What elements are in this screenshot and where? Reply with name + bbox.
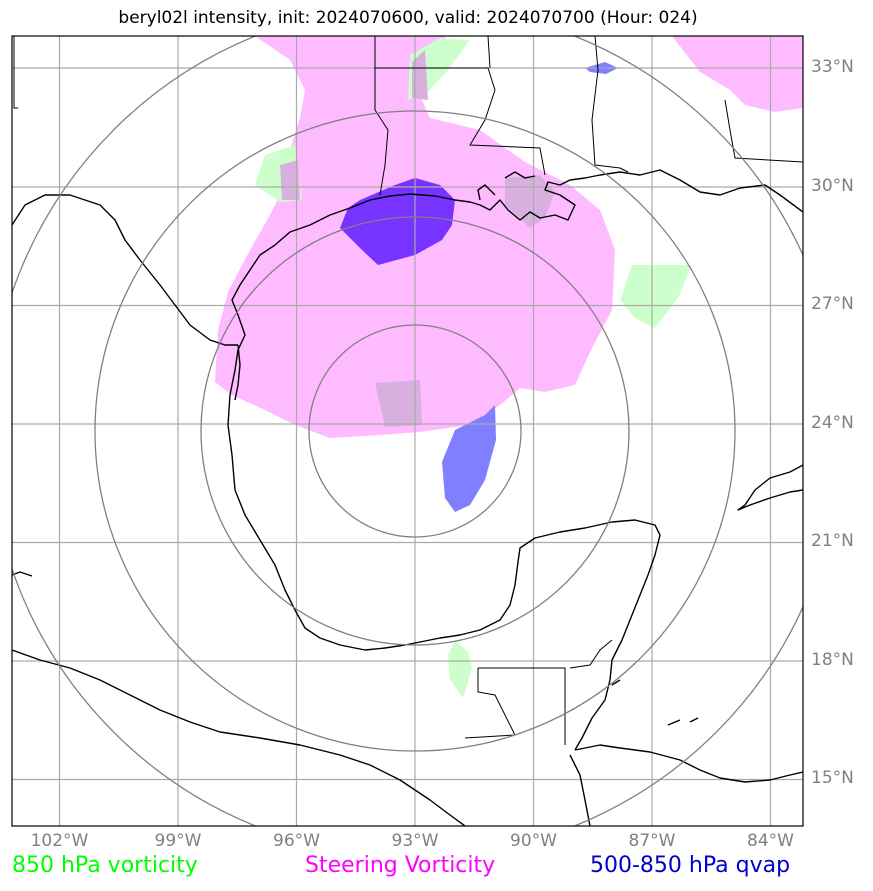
map-title: beryl02l intensity, init: 2024070600, va… <box>118 8 698 28</box>
lat-tick-label: 33°N <box>811 57 854 77</box>
lon-tick-label: 96°W <box>273 831 320 851</box>
lat-tick-label: 27°N <box>811 294 854 314</box>
distance-rings <box>12 36 803 826</box>
graticule <box>12 36 803 826</box>
lon-tick-label: 102°W <box>30 831 89 851</box>
lon-tick-label: 93°W <box>391 831 439 851</box>
lon-tick-label: 87°W <box>628 831 676 851</box>
lat-tick-label: 30°N <box>811 176 854 196</box>
lon-tick-label: 99°W <box>154 831 202 851</box>
coastlines <box>12 169 803 826</box>
lat-tick-label: 18°N <box>811 650 854 670</box>
legend-vorticity-850: 850 hPa vorticity <box>12 853 198 878</box>
lat-tick-label: 21°N <box>811 531 854 551</box>
lat-tick-label: 24°N <box>811 413 854 433</box>
lon-tick-label: 84°W <box>747 831 794 851</box>
borders <box>13 36 803 745</box>
lon-tick-label: 90°W <box>510 831 557 851</box>
legend-steering-vorticity: Steering Vorticity <box>305 853 496 878</box>
lat-tick-label: 15°N <box>811 768 854 788</box>
blended-overlay <box>280 50 555 427</box>
legend-qvap: 500-850 hPa qvap <box>590 853 791 878</box>
